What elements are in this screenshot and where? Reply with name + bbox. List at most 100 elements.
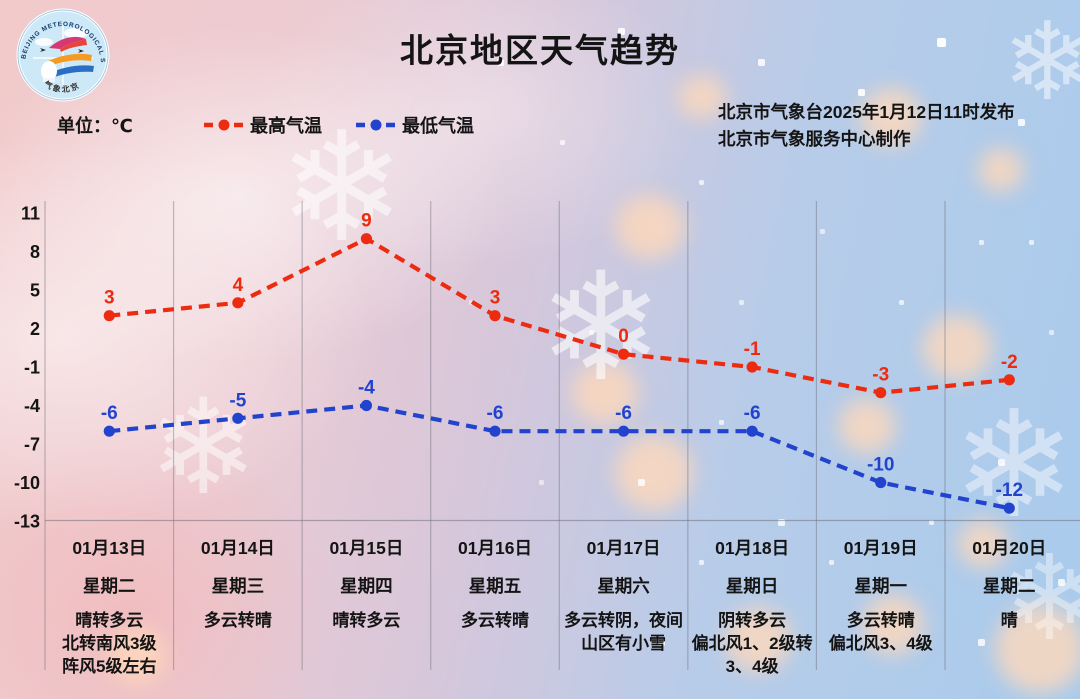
forecast-column: 01月20日 星期二晴 (945, 535, 1074, 632)
max-temp-point (1003, 374, 1015, 386)
bokeh-decoration (615, 435, 693, 511)
min-temp-point (232, 412, 244, 424)
min-temp-value-label: -6 (615, 403, 632, 424)
max-temp-point (103, 310, 115, 322)
min-temp-point (489, 425, 501, 437)
forecast-column: 01月13日 星期二晴转多云 北转南风3级 阵风5级左右 (45, 535, 174, 678)
snowflake-decoration: ❄ (538, 243, 664, 411)
legend-label-min-temp: 最低气温 (402, 116, 474, 136)
bokeh-decoration (725, 608, 791, 672)
bokeh-decoration (978, 148, 1024, 192)
y-tick-label: -1 (24, 358, 40, 378)
y-tick-label: -4 (24, 396, 40, 416)
min-temp-point (1003, 502, 1015, 514)
bokeh-decoration (615, 195, 685, 259)
weekday-label: 星期六 (597, 576, 650, 596)
date-label: 01月13日 (72, 538, 147, 558)
bokeh-decoration (862, 595, 924, 655)
min-temp-value-label: -12 (996, 480, 1023, 501)
max-temp-point (875, 387, 887, 399)
y-tick-label: 8 (30, 242, 40, 262)
date-label: 01月15日 (329, 538, 404, 558)
max-temp-point (232, 297, 244, 309)
issued-info: 北京市气象台2025年1月12日11时发布 北京市气象服务中心制作 (718, 99, 1015, 153)
forecast-column: 01月16日 星期五多云转晴 (431, 535, 560, 632)
max-temp-point (489, 310, 501, 322)
max-temp-value-label: -2 (1001, 352, 1018, 373)
y-tick-label: 2 (30, 319, 40, 339)
bokeh-decoration (958, 520, 1008, 568)
max-temp-value-label: 0 (618, 326, 629, 347)
max-temp-point (360, 233, 373, 245)
bokeh-decoration (995, 605, 1080, 693)
forecast-column: 01月17日 星期六多云转阴，夜间 山区有小雪 (559, 535, 688, 655)
snowflake-decoration: ❄ (952, 383, 1077, 548)
bokeh-decoration (838, 398, 896, 454)
min-temp-point (746, 425, 758, 437)
min-temp-line-marker (356, 119, 396, 131)
max-temp-point (746, 361, 758, 373)
y-tick-label: 5 (30, 281, 40, 301)
weather-label: 晴 (1000, 611, 1018, 630)
bokeh-decoration (572, 362, 638, 424)
bokeh-decoration (922, 315, 992, 381)
forecast-column: 01月14日 星期三多云转晴 (174, 535, 303, 632)
legend-item-max-temp: 最高气温 (204, 112, 322, 138)
y-tick-label: 11 (21, 204, 40, 224)
legend-item-min-temp: 最低气温 (356, 112, 474, 138)
legend-label-max-temp: 最高气温 (250, 116, 322, 136)
max-temp-value-label: 9 (361, 211, 372, 232)
max-temp-line (109, 236, 1010, 395)
date-label: 01月16日 (458, 538, 532, 558)
weather-label: 多云转晴 (203, 611, 272, 630)
min-temp-value-label: -6 (101, 403, 118, 424)
max-temp-value-label: 3 (490, 288, 501, 309)
weather-label: 晴转多云 (332, 611, 401, 630)
date-label: 01月19日 (843, 538, 918, 558)
date-label: 01月20日 (972, 538, 1047, 558)
issued-line1: 北京市气象台2025年1月12日11时发布 (718, 102, 1015, 122)
date-label: 01月14日 (200, 538, 275, 558)
weekday-label: 星期四 (340, 576, 393, 596)
snowflake-decoration: ❄ (148, 374, 259, 521)
date-label: 01月17日 (586, 538, 661, 558)
bokeh-decoration (108, 628, 166, 684)
min-temp-point (617, 425, 630, 437)
weather-label: 晴转多云 北转南风3级 阵风5级左右 (62, 611, 157, 676)
min-temp-value-label: -4 (358, 378, 375, 399)
weekday-label: 星期一 (854, 576, 907, 596)
weather-label: 多云转晴 (460, 611, 529, 630)
max-temp-value-label: -1 (744, 339, 761, 360)
y-tick-label: -10 (14, 473, 40, 493)
unit-label: 单位：℃ (57, 116, 133, 136)
weekday-label: 星期二 (983, 576, 1036, 596)
min-temp-value-label: -10 (867, 455, 894, 476)
snowflake-decoration: ❄ (1000, 533, 1080, 665)
min-temp-value-label: -6 (487, 403, 504, 424)
date-label: 01月18日 (715, 538, 790, 558)
weather-label: 多云转晴 偏北风3、4级 (828, 611, 933, 653)
weekday-label: 星期二 (83, 576, 136, 596)
bokeh-decoration (860, 88, 922, 146)
max-temp-value-label: 3 (104, 288, 115, 309)
y-tick-label: -7 (24, 435, 40, 455)
forecast-column: 01月18日 星期日阴转多云 偏北风1、2级转 3、4级 (688, 535, 817, 678)
weather-label: 多云转阴，夜间 山区有小雪 (564, 611, 684, 653)
min-temp-point (103, 425, 115, 437)
weekday-label: 星期三 (211, 576, 265, 596)
forecast-column: 01月15日 星期四晴转多云 (302, 535, 431, 632)
weekday-label: 星期日 (725, 576, 779, 596)
bokeh-decoration (678, 75, 726, 119)
page-title: 北京地区天气趋势 (400, 32, 680, 69)
max-temp-point (617, 348, 630, 360)
min-temp-line (109, 403, 1010, 511)
weather-label: 阴转多云 偏北风1、2级转 3、4级 (691, 611, 813, 676)
max-temp-line-marker (204, 119, 244, 131)
min-temp-value-label: -5 (229, 390, 246, 411)
beijing-meteorological-service-logo: BEIJING METEOROLOGICAL SERVICE 气象北京 (16, 8, 110, 102)
min-temp-value-label: -6 (744, 403, 761, 424)
max-temp-value-label: 4 (233, 275, 244, 296)
weekday-label: 星期五 (468, 576, 522, 596)
issued-line2: 北京市气象服务中心制作 (718, 129, 911, 149)
